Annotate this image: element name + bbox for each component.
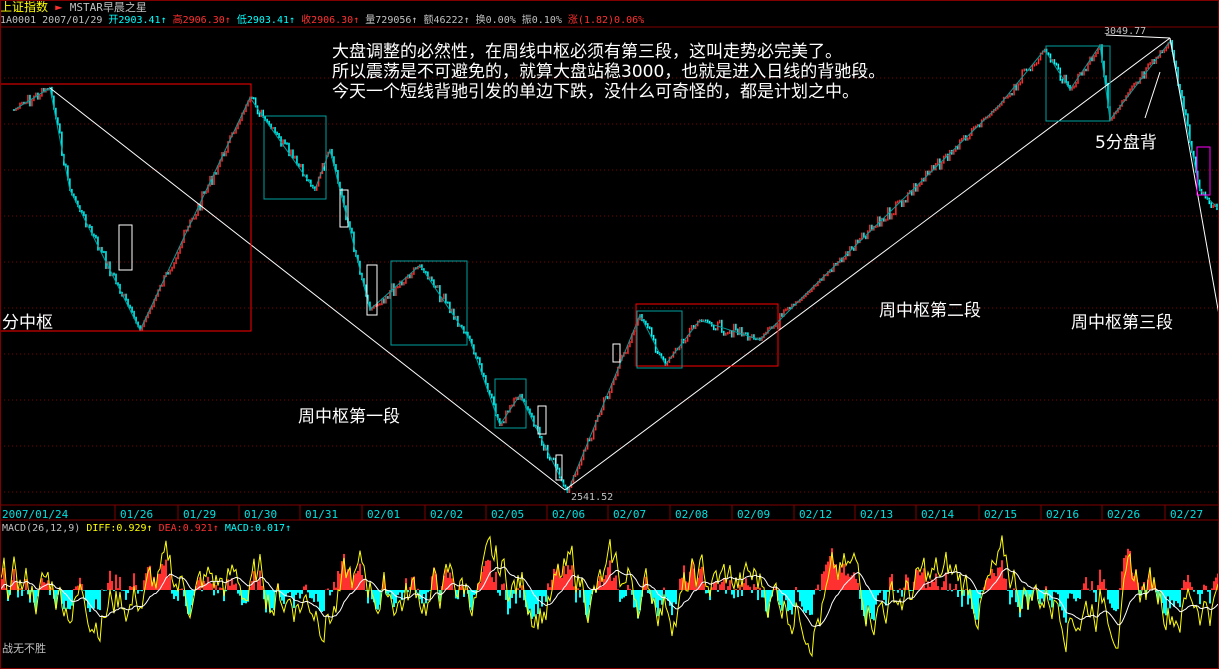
- label-fen-zhongshu: 分中枢: [2, 313, 53, 333]
- date-tick-label: 2007/01/24: [2, 508, 69, 521]
- low-value: 低2903.41↑: [236, 15, 296, 26]
- zhongshu-box-white: [537, 405, 547, 435]
- date-tick-label: 02/14: [921, 508, 955, 521]
- commentary-line: 所以震荡是不可避免的，就算大盘站稳3000，也就是进入日线的背驰段。: [332, 62, 886, 82]
- amount-value: 额46222↑: [423, 15, 470, 26]
- high-price-label: 3049.77: [1104, 26, 1147, 37]
- zhongshu-box-cyan: [494, 378, 527, 429]
- zhongshu-box-cyan: [1045, 45, 1111, 122]
- index-name[interactable]: 上证指数: [0, 0, 49, 14]
- zhongshu-box-white: [339, 189, 349, 228]
- footer-text: 战无不胜: [2, 642, 46, 655]
- date-tick-label: 02/02: [430, 508, 464, 521]
- date-tick-label: 01/29: [183, 508, 217, 521]
- macd-value: 0.017: [254, 523, 286, 534]
- zhongshu-box-cyan: [390, 260, 468, 346]
- trend-line: [1105, 34, 1171, 39]
- trend-line: [1169, 37, 1219, 316]
- dea-value: 0.921: [182, 523, 213, 534]
- zhongshu-box-white: [118, 224, 133, 271]
- open-value: 开2903.41↑: [108, 15, 167, 26]
- diff-value: 0.929: [116, 523, 147, 534]
- indicator-name[interactable]: MSTAR早晨之星: [69, 1, 147, 14]
- high-value: 高2906.30↑: [172, 15, 231, 26]
- date-tick-label: 02/06: [552, 508, 586, 521]
- turnover-value: 换0.00%: [475, 15, 516, 26]
- label-divergence: 5分盘背: [1095, 133, 1157, 153]
- macd-header: MACD(26,12,9) DIFF:0.929↑ DEA:0.921↑ MAC…: [2, 523, 292, 534]
- quote-date: 2007/01/29: [42, 15, 103, 26]
- macd-params[interactable]: MACD(26,12,9): [2, 523, 81, 534]
- dea-line: [0, 566, 1219, 627]
- date-tick-label: 02/16: [1046, 508, 1080, 521]
- close-value: 收2906.30↑: [301, 15, 360, 26]
- date-tick-label: 01/26: [120, 508, 154, 521]
- zhongshu-box-magenta: [1196, 146, 1211, 196]
- date-tick-label: 02/09: [737, 508, 771, 521]
- label-seg2: 周中枢第二段: [879, 301, 981, 321]
- date-tick-label: 02/15: [984, 508, 1018, 521]
- zhongshu-box-white: [555, 454, 563, 481]
- zhongshu-box-red: [0, 83, 252, 332]
- date-tick-label: 02/05: [491, 508, 525, 521]
- zhongshu-box-cyan: [636, 310, 683, 369]
- amplitude-value: 振0.10%: [521, 15, 562, 26]
- date-tick-label: 01/31: [305, 508, 339, 521]
- low-price-label: 2541.52: [571, 492, 614, 503]
- date-tick-label: 02/26: [1107, 508, 1141, 521]
- volume-value: 量729056↑: [365, 15, 418, 26]
- date-tick-label: 02/07: [613, 508, 647, 521]
- commentary-line: 大盘调整的必然性，在周线中枢必须有第三段，这叫走势必完美了。: [332, 42, 842, 62]
- change-value: 涨(1.82)0.06%: [567, 15, 645, 26]
- zhongshu-box-cyan: [263, 115, 327, 200]
- zhongshu-box-white: [366, 264, 378, 316]
- date-tick-label: 02/13: [860, 508, 894, 521]
- trend-line: [49, 87, 566, 491]
- label-seg3: 周中枢第三段: [1071, 313, 1173, 333]
- trend-line: [564, 37, 1171, 491]
- quote-bar: 1A0001 2007/01/29 开2903.41↑ 高2906.30↑ 低2…: [0, 15, 644, 27]
- stroke-line: [13, 39, 1219, 494]
- commentary: 大盘调整的必然性，在周线中枢必须有第三段，这叫走势必完美了。 所以震荡是不可避免…: [332, 42, 885, 102]
- title-bar: 上证指数 ► MSTAR早晨之星: [0, 0, 147, 14]
- stock-code: 1A0001: [0, 15, 37, 26]
- triangle-right-icon[interactable]: ►: [55, 0, 63, 14]
- date-tick-label: 02/08: [675, 508, 709, 521]
- date-tick-label: 02/27: [1170, 508, 1204, 521]
- zhongshu-box-white: [612, 343, 621, 363]
- diff-line: [0, 535, 1219, 658]
- trend-line: [1144, 71, 1161, 119]
- date-tick-label: 02/12: [799, 508, 833, 521]
- date-tick-label: 02/01: [367, 508, 401, 521]
- zhongshu-box-red: [635, 303, 779, 367]
- date-tick-label: 01/30: [244, 508, 278, 521]
- label-seg1: 周中枢第一段: [298, 407, 400, 427]
- commentary-line: 今天一个短线背驰引发的单边下跌，没什么可奇怪的，都是计划之中。: [332, 82, 859, 102]
